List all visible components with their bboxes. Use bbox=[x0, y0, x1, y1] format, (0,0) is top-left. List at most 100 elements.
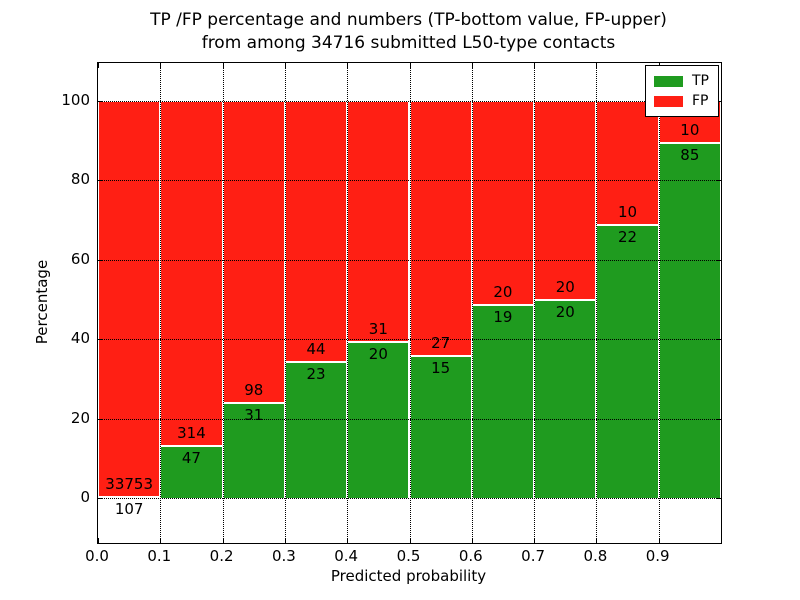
fp-count-label: 20 bbox=[555, 277, 575, 296]
fp-bar-segment bbox=[347, 101, 410, 343]
chart-title: TP /FP percentage and numbers (TP-bottom… bbox=[97, 9, 720, 55]
legend-entry-tp: TP bbox=[654, 71, 718, 91]
y-tick-mark bbox=[716, 418, 721, 420]
tp-count-label: 31 bbox=[244, 405, 264, 424]
x-tick-label: 0.8 bbox=[583, 547, 608, 565]
x-tick-mark bbox=[98, 538, 99, 543]
x-axis-label: Predicted probability bbox=[330, 567, 487, 585]
fp-bar-segment bbox=[222, 101, 285, 403]
x-tick-mark bbox=[471, 63, 473, 68]
x-tick-label: 0.4 bbox=[334, 547, 359, 565]
tp-count-label: 20 bbox=[555, 302, 575, 321]
tp-bar-segment bbox=[98, 496, 161, 499]
tp-bar-segment bbox=[534, 299, 597, 498]
fp-bar-segment bbox=[471, 101, 535, 305]
x-tick-label: 0.3 bbox=[271, 547, 296, 565]
x-tick-label: 0.7 bbox=[521, 547, 546, 565]
x-tick-mark bbox=[222, 538, 224, 543]
y-tick-mark bbox=[98, 418, 103, 420]
x-tick-label: 0.5 bbox=[396, 547, 421, 565]
v-gridline bbox=[471, 63, 473, 543]
x-tick-label: 0.2 bbox=[209, 547, 234, 565]
legend-label-tp: TP bbox=[692, 73, 709, 89]
y-tick-label: 100 bbox=[61, 91, 90, 109]
fp-count-label: 10 bbox=[618, 203, 638, 222]
x-tick-mark bbox=[98, 63, 99, 68]
fp-bar-segment bbox=[534, 101, 597, 300]
x-tick-mark bbox=[160, 63, 162, 68]
tp-count-label: 47 bbox=[181, 449, 201, 468]
fp-count-label: 27 bbox=[431, 334, 451, 353]
legend: TP FP bbox=[645, 65, 719, 117]
y-axis-label: Percentage bbox=[33, 259, 51, 345]
legend-label-fp: FP bbox=[692, 93, 709, 109]
y-tick-mark bbox=[716, 498, 721, 499]
tp-bar-segment bbox=[347, 342, 410, 498]
x-tick-mark bbox=[284, 63, 286, 68]
x-tick-mark bbox=[534, 63, 536, 68]
x-tick-mark bbox=[596, 538, 598, 543]
x-tick-mark bbox=[347, 538, 349, 543]
x-tick-mark bbox=[409, 63, 411, 68]
x-tick-mark bbox=[222, 63, 224, 68]
tp-bar-segment bbox=[471, 304, 535, 498]
x-tick-label: 0.0 bbox=[85, 547, 109, 565]
x-tick-mark bbox=[160, 538, 162, 543]
x-tick-mark bbox=[596, 63, 598, 68]
fp-count-label: 314 bbox=[177, 424, 206, 443]
y-tick-mark bbox=[98, 259, 103, 261]
tp-bar-segment bbox=[596, 225, 659, 498]
tp-count-label: 19 bbox=[493, 307, 513, 326]
fp-bar-segment bbox=[98, 101, 161, 497]
fp-count-label: 10 bbox=[680, 120, 700, 139]
x-tick-mark bbox=[347, 63, 349, 68]
v-gridline bbox=[658, 63, 660, 543]
y-tick-label: 20 bbox=[70, 408, 90, 427]
v-gridline bbox=[284, 63, 286, 543]
y-tick-mark bbox=[716, 180, 721, 182]
y-tick-mark bbox=[98, 498, 103, 499]
fp-count-label: 98 bbox=[244, 380, 264, 399]
fp-bar-segment bbox=[284, 101, 348, 362]
v-gridline bbox=[534, 63, 536, 543]
v-gridline bbox=[596, 63, 598, 543]
tp-count-label: 107 bbox=[114, 499, 144, 518]
fp-bar-segment bbox=[409, 101, 472, 357]
y-tick-mark bbox=[98, 101, 103, 102]
legend-swatch-tp bbox=[654, 75, 683, 87]
tp-bar-segment bbox=[658, 142, 721, 498]
y-tick-label: 0 bbox=[80, 488, 90, 506]
tp-count-label: 23 bbox=[306, 364, 326, 383]
fp-count-label: 44 bbox=[306, 339, 326, 358]
tp-count-label: 15 bbox=[431, 359, 451, 378]
tp-count-label: 20 bbox=[368, 345, 388, 364]
x-tick-mark bbox=[471, 538, 473, 543]
x-tick-label: 0.1 bbox=[147, 547, 172, 565]
tp-bar-segment bbox=[409, 356, 472, 498]
y-tick-mark bbox=[98, 180, 103, 182]
plot-area: TP FP 33753 107 314 47 98 31 44 23 31 20 27 15 20 19 2… bbox=[97, 62, 722, 544]
legend-swatch-fp bbox=[654, 95, 683, 107]
tp-count-label: 22 bbox=[618, 228, 638, 247]
tp-count-label: 85 bbox=[680, 145, 700, 164]
tp-bar-segment bbox=[222, 402, 285, 498]
fp-count-label: 20 bbox=[493, 282, 513, 301]
tp-bar-segment bbox=[284, 361, 348, 498]
v-gridline bbox=[409, 63, 411, 543]
chart-title-line1: TP /FP percentage and numbers (TP-bottom… bbox=[150, 10, 667, 30]
x-tick-label: 0.9 bbox=[645, 547, 670, 565]
fp-count-label: 31 bbox=[368, 320, 388, 339]
chart-title-line2: from among 34716 submitted L50-type cont… bbox=[201, 33, 616, 53]
x-tick-mark bbox=[284, 538, 286, 543]
y-tick-label: 40 bbox=[70, 329, 90, 348]
legend-entry-fp: FP bbox=[654, 91, 718, 111]
x-tick-mark bbox=[409, 538, 411, 543]
x-tick-label: 0.6 bbox=[458, 547, 483, 565]
fp-count-label: 33753 bbox=[105, 474, 153, 493]
y-tick-mark bbox=[716, 259, 721, 261]
fp-bar-segment bbox=[160, 101, 223, 447]
x-tick-mark bbox=[534, 538, 536, 543]
y-tick-label: 80 bbox=[70, 170, 90, 189]
v-gridline bbox=[160, 63, 162, 543]
